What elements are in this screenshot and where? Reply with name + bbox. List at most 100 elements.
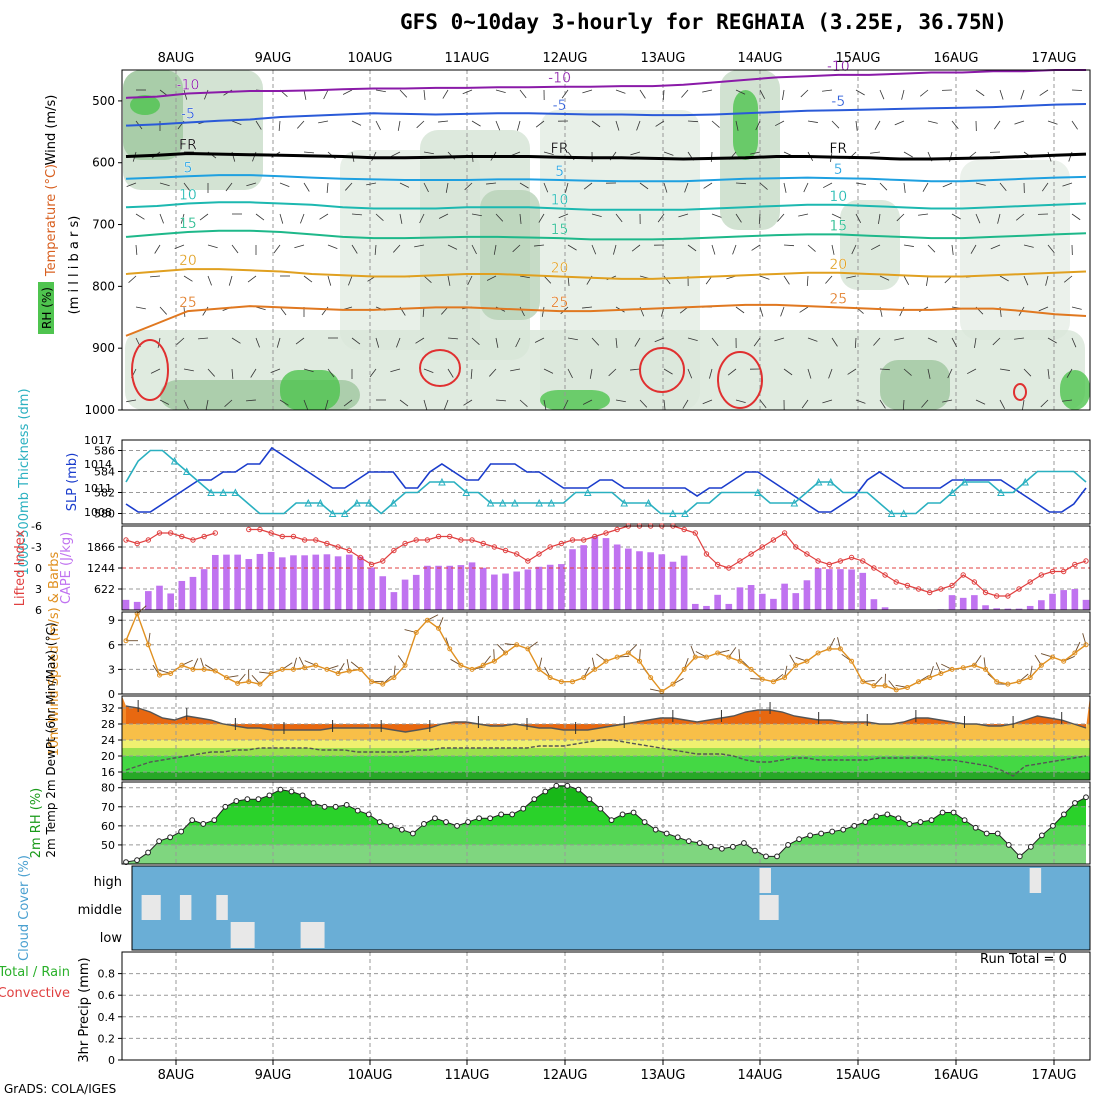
tick-label: 24: [101, 734, 115, 747]
rh-marker: [289, 789, 294, 794]
cape-bar: [279, 557, 286, 610]
axis-label: 3hr Precip (mm): [77, 957, 92, 1062]
temp-band: [122, 748, 1090, 756]
rh-marker: [245, 797, 250, 802]
rh-marker: [1073, 801, 1078, 806]
date-label-bottom: 12AUG: [542, 1068, 587, 1083]
rh-marker: [333, 804, 338, 809]
rh-shade: [540, 390, 610, 410]
axis-label: RH (%): [40, 287, 54, 329]
cape-bar: [212, 555, 219, 610]
rh-marker: [874, 814, 879, 819]
rh-marker: [664, 831, 669, 836]
cape-bar: [469, 562, 476, 610]
rh-band: [122, 826, 1090, 845]
rh-band: [122, 807, 1090, 826]
axis-label: 2m RH (%): [29, 788, 44, 859]
rh-marker: [907, 822, 912, 827]
cape-bar: [859, 573, 866, 610]
date-label-top: 15AUG: [835, 51, 880, 66]
cape-bar: [781, 584, 788, 610]
rh-marker: [1050, 823, 1055, 828]
cape-bar: [614, 545, 621, 610]
cape-bar: [223, 555, 230, 610]
cape-bar: [379, 576, 386, 610]
rh-marker: [388, 823, 393, 828]
rh-marker: [598, 806, 603, 811]
cape-bar: [435, 566, 442, 610]
tick-label: 16: [101, 766, 115, 779]
cape-bar: [748, 585, 755, 610]
rh-marker: [300, 793, 305, 798]
date-label-top: 13AUG: [640, 51, 685, 66]
cloud-cell: [180, 895, 191, 920]
rh-marker: [344, 802, 349, 807]
tick-label: 900: [92, 341, 115, 355]
rh-marker: [267, 793, 272, 798]
rh-marker: [918, 820, 923, 825]
axis-label: SLP (mb): [65, 453, 80, 512]
cape-bar: [391, 592, 398, 610]
rh-marker: [377, 820, 382, 825]
rh-marker: [1084, 795, 1089, 800]
tick-label: 1014: [84, 458, 112, 471]
cape-bar: [580, 545, 587, 610]
cape-bar: [960, 598, 967, 610]
rh-marker: [532, 797, 537, 802]
tick-label: 50: [101, 839, 115, 852]
cape-bar: [848, 569, 855, 610]
rh-fill-group: [122, 769, 1090, 864]
date-label-bottom: 8AUG: [158, 1068, 195, 1083]
cape-bar: [971, 595, 978, 610]
cape-bar: [1060, 590, 1067, 610]
rh-marker: [146, 850, 151, 855]
rh-marker: [786, 843, 791, 848]
rh-marker: [686, 839, 691, 844]
date-axis-bottom: 8AUG 9AUG 10AUG 11AUG 12AUG 13AUG 14AUG 15AUG 16…: [158, 1060, 1077, 1083]
panel-frame: [122, 612, 1090, 694]
rh-marker: [951, 810, 956, 815]
rh-marker: [984, 831, 989, 836]
cape-bar: [257, 554, 264, 610]
axis-label: Temperature (°C): [44, 164, 59, 277]
rh-marker: [433, 816, 438, 821]
rh-marker: [719, 846, 724, 851]
cape-bar: [234, 555, 241, 610]
rh-marker: [190, 818, 195, 823]
rh-marker: [620, 812, 625, 817]
isotherm-label: -5: [181, 107, 195, 123]
tick-label: 60: [101, 820, 115, 833]
cloud-cell: [1030, 868, 1041, 893]
cape-bar: [413, 575, 420, 610]
isotherm-label: 15: [551, 222, 569, 238]
tick-label: -3: [31, 541, 42, 554]
cape-bar: [290, 555, 297, 610]
rh-marker: [940, 810, 945, 815]
rh-marker: [157, 839, 162, 844]
rh-marker: [510, 812, 515, 817]
isotherm-label: 10: [829, 189, 847, 205]
rh-marker: [234, 799, 239, 804]
temp-band: [122, 772, 1090, 780]
rh-marker: [466, 820, 471, 825]
tick-label: 0.4: [98, 1011, 116, 1024]
rh-marker: [697, 841, 702, 846]
cape-bar: [190, 577, 197, 610]
rh-marker: [543, 789, 548, 794]
cape-bar: [1027, 606, 1034, 610]
rh-marker: [653, 827, 658, 832]
rh-shade: [123, 70, 183, 160]
cape-bar: [625, 549, 632, 610]
cape-bar: [681, 556, 688, 610]
tick-label: 800: [92, 279, 115, 293]
thickness-line: [126, 451, 1086, 514]
cape-bar: [346, 555, 353, 610]
rh-marker: [973, 825, 978, 830]
cape-bar: [480, 568, 487, 610]
rh-marker: [764, 854, 769, 859]
isotherm-label: 5: [555, 164, 564, 180]
cloud-cell: [759, 868, 770, 893]
credit-label: GrADS: COLA/IGES: [4, 1082, 116, 1096]
rh-marker: [609, 818, 614, 823]
tick-label: 28: [101, 718, 115, 731]
